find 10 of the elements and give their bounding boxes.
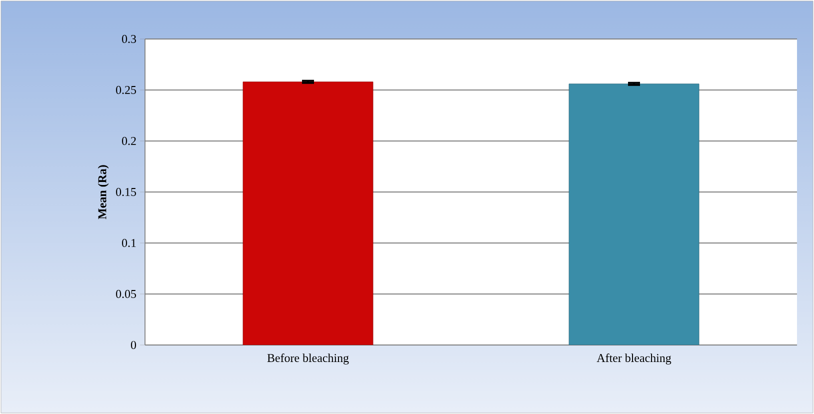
y-tick-label: 0.25 [116,86,136,94]
y-tick-label: 0.3 [122,34,136,44]
y-tick-label: 0.1 [122,238,136,248]
y-tick-label: 0.15 [116,188,136,196]
y-tick-label: 0 [130,340,136,350]
y-tick-label: 0.05 [116,290,136,298]
y-tick-label: 0.2 [122,136,136,146]
x-tick-label: Before bleaching [267,354,349,365]
x-tick-label: After bleaching [596,354,672,365]
y-axis-title: Mean (Ra) [98,165,109,220]
